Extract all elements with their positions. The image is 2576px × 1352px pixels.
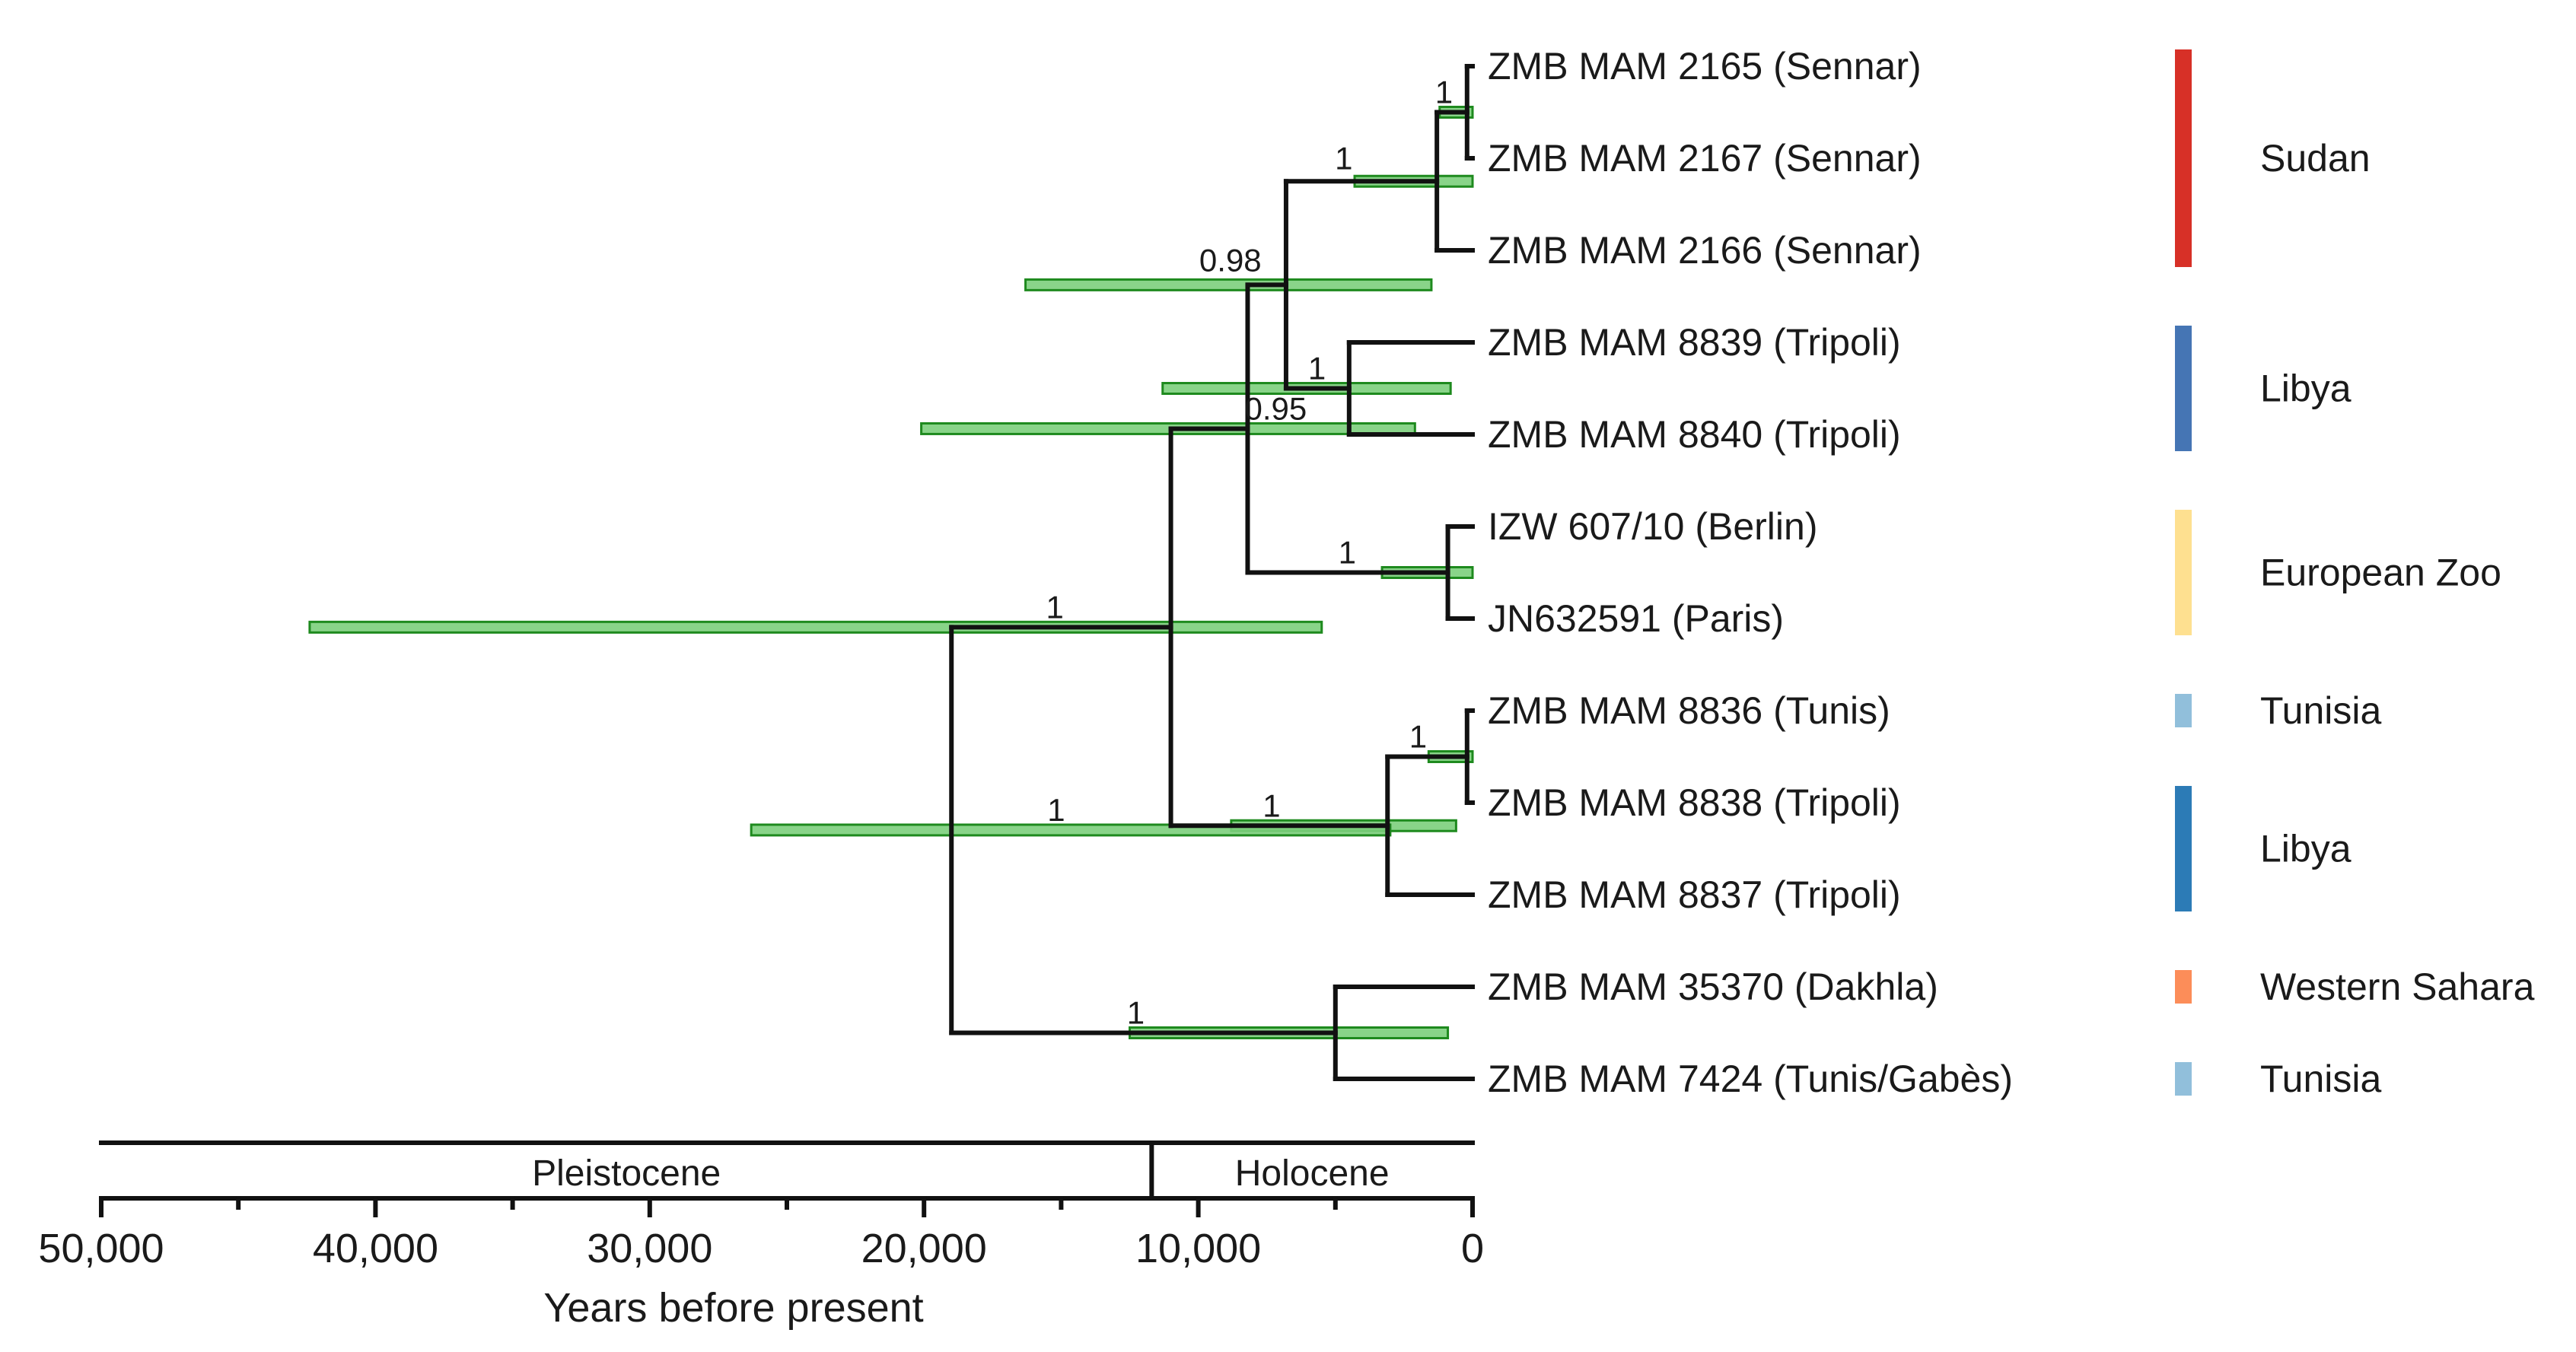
region-color-bar — [2175, 1062, 2192, 1096]
tip-label: ZMB MAM 2167 (Sennar) — [1488, 137, 1922, 180]
hpd-bar-clade_a — [920, 422, 1416, 435]
support-value-clade_b: 1 — [1263, 787, 1280, 823]
region-color-bar — [2175, 510, 2192, 635]
support-value-sudan_libya: 0.98 — [1199, 242, 1262, 278]
region-color-bar — [2175, 326, 2192, 451]
region-label: Libya — [2260, 828, 2352, 870]
tip-label: ZMB MAM 7424 (Tunis/Gabès) — [1488, 1058, 2013, 1100]
support-value-n2165_2167: 1 — [1435, 75, 1453, 110]
tip-label: ZMB MAM 8840 (Tripoli) — [1488, 413, 1901, 456]
support-value-zoo: 1 — [1339, 535, 1356, 571]
time-axis: Pleistocene Holocene 50,000 40,000 30,000 20,… — [38, 1140, 1484, 1331]
x-tick-label: 40,000 — [313, 1226, 438, 1271]
hpd-bar-sudan_libya — [1024, 278, 1433, 291]
support-value-root: 1 — [1047, 792, 1065, 828]
region-legend-layer: Sudan Libya European Zoo Tunisia Libya Wester… — [2175, 49, 2535, 1100]
support-value-sennar: 1 — [1335, 140, 1352, 176]
hpd-bar-ab — [308, 620, 1323, 634]
branch-layer — [949, 64, 1475, 1081]
x-tick-label: 20,000 — [861, 1226, 987, 1271]
region-label: Tunisia — [2260, 689, 2382, 732]
support-value-clade_a: 0.95 — [1244, 390, 1307, 426]
x-tick-label: 0 — [1461, 1226, 1484, 1271]
x-tick-label: 10,000 — [1135, 1226, 1261, 1271]
tip-label-layer: ZMB MAM 2165 (Sennar) ZMB MAM 2167 (Senna… — [1488, 45, 2013, 1100]
tip-label: ZMB MAM 2165 (Sennar) — [1488, 45, 1922, 87]
tip-label: ZMB MAM 8836 (Tunis) — [1488, 689, 1890, 732]
region-label: Western Sahara — [2260, 965, 2535, 1008]
region-color-bar — [2175, 970, 2192, 1004]
support-value-tunis_tripoli: 1 — [1409, 719, 1427, 755]
region-color-bar — [2175, 694, 2192, 727]
x-tick-label: 50,000 — [38, 1226, 164, 1271]
support-value-dakhla_tunis: 1 — [1127, 995, 1145, 1031]
region-label: Libya — [2260, 367, 2352, 410]
support-value-tripoli_a: 1 — [1308, 351, 1326, 387]
region-label: Tunisia — [2260, 1058, 2382, 1100]
x-tick-label: 30,000 — [587, 1226, 712, 1271]
tip-label: ZMB MAM 35370 (Dakhla) — [1488, 965, 1938, 1008]
region-color-bar — [2175, 786, 2192, 911]
tip-label: JN632591 (Paris) — [1488, 597, 1784, 640]
support-value-ab: 1 — [1046, 589, 1064, 625]
tip-label: ZMB MAM 2166 (Sennar) — [1488, 229, 1922, 272]
tip-label: IZW 607/10 (Berlin) — [1488, 505, 1817, 548]
tip-label: ZMB MAM 8838 (Tripoli) — [1488, 781, 1901, 824]
epoch-label: Holocene — [1235, 1153, 1390, 1194]
tip-label: ZMB MAM 8839 (Tripoli) — [1488, 321, 1901, 364]
x-axis-title: Years before present — [543, 1285, 923, 1331]
region-label: Sudan — [2260, 137, 2371, 180]
region-label: European Zoo — [2260, 552, 2501, 594]
epoch-label: Pleistocene — [532, 1153, 721, 1194]
region-color-bar — [2175, 49, 2192, 267]
tip-label: ZMB MAM 8837 (Tripoli) — [1488, 873, 1901, 916]
